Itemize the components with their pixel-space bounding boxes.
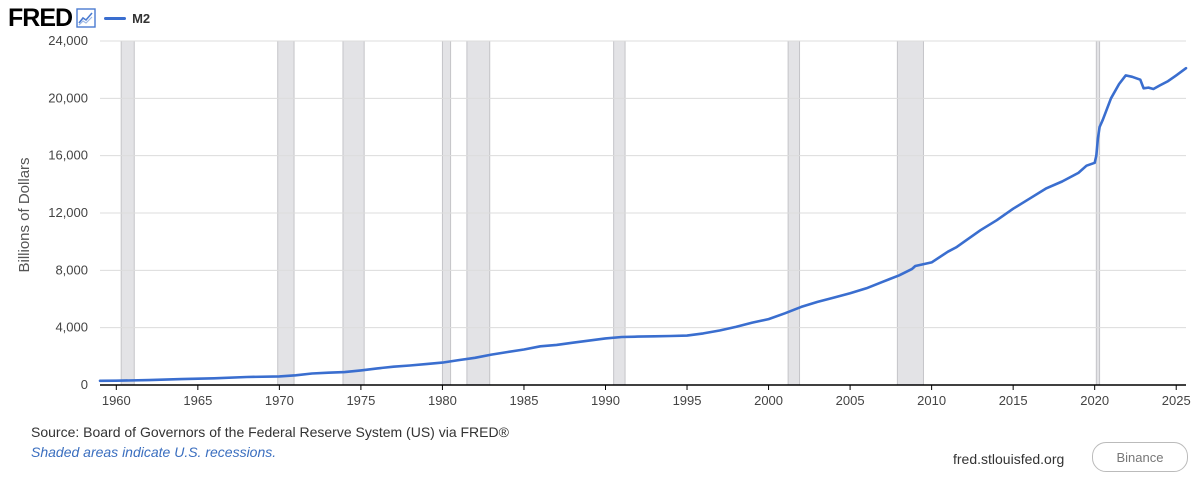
x-tick-label-1960: 1960 bbox=[102, 393, 131, 408]
y-axis-title: Billions of Dollars bbox=[16, 157, 33, 272]
legend-swatch bbox=[104, 16, 127, 20]
y-tick-label-4000: 4,000 bbox=[55, 320, 88, 335]
x-tick-label-2005: 2005 bbox=[836, 393, 865, 408]
y-tick-label-0: 0 bbox=[81, 377, 88, 392]
legend: M2 bbox=[104, 11, 150, 26]
x-tick-label-1990: 1990 bbox=[591, 393, 620, 408]
series-layer bbox=[98, 66, 1188, 383]
source-note: Source: Board of Governors of the Federa… bbox=[31, 424, 509, 440]
x-tick-label-1985: 1985 bbox=[510, 393, 539, 408]
x-tick-label-1975: 1975 bbox=[346, 393, 375, 408]
binance-watermark: Binance bbox=[1092, 442, 1188, 472]
y-tick-label-16000: 16,000 bbox=[48, 148, 88, 163]
x-tick-label-1965: 1965 bbox=[183, 393, 212, 408]
y-tick-label-20000: 20,000 bbox=[48, 90, 88, 105]
x-axis-ticks: 1960 1965 1970 1975 1980 1985 1990 1995 2000 2005… bbox=[102, 385, 1191, 408]
x-tick-label-2015: 2015 bbox=[999, 393, 1028, 408]
x-tick-label-2020: 2020 bbox=[1080, 393, 1109, 408]
x-tick-label-1995: 1995 bbox=[673, 393, 702, 408]
legend-label-m2: M2 bbox=[132, 10, 151, 26]
fred-logo[interactable]: FRED bbox=[8, 3, 73, 32]
x-tick-label-1970: 1970 bbox=[265, 393, 294, 408]
x-tick-label-2025: 2025 bbox=[1162, 393, 1191, 408]
y-tick-label-8000: 8,000 bbox=[55, 262, 88, 277]
chart-header: FRED M2 bbox=[8, 4, 150, 32]
x-tick-label-2010: 2010 bbox=[917, 393, 946, 408]
series-line-m2 bbox=[98, 66, 1188, 383]
x-tick-label-1980: 1980 bbox=[428, 393, 457, 408]
gridlines bbox=[100, 40, 1186, 329]
x-tick-label-2000: 2000 bbox=[754, 393, 783, 408]
y-tick-label-12000: 12,000 bbox=[48, 205, 88, 220]
line-chart-icon bbox=[76, 8, 96, 28]
site-url[interactable]: fred.stlouisfed.org bbox=[953, 451, 1065, 467]
recession-note: Shaded areas indicate U.S. recessions. bbox=[31, 444, 277, 460]
y-axis-ticks: 0 4,000 8,000 12,000 16,000 20,000 24,000 bbox=[48, 33, 88, 392]
y-tick-label-24000: 24,000 bbox=[48, 33, 88, 48]
